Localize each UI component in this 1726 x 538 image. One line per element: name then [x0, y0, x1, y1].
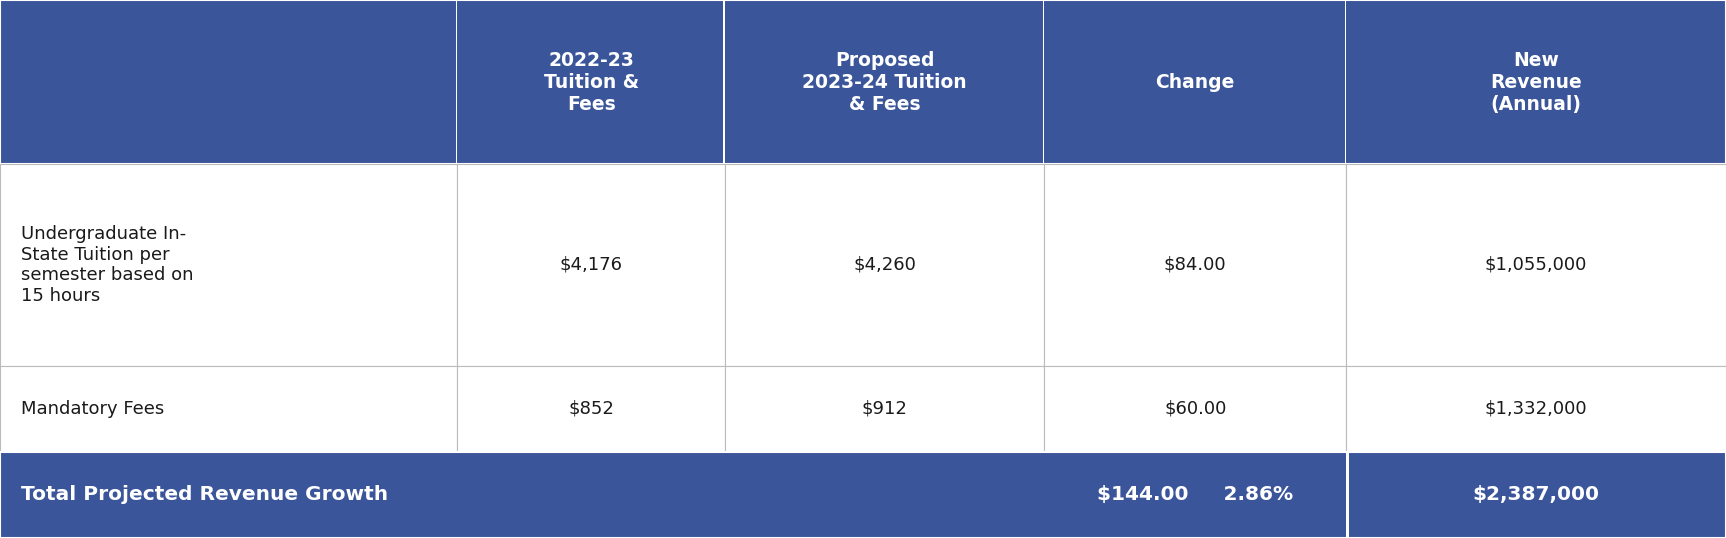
Bar: [1346, 0, 1726, 164]
Bar: [0, 452, 1726, 538]
Text: Mandatory Fees: Mandatory Fees: [21, 400, 164, 418]
Bar: [1346, 366, 1726, 452]
Bar: [1043, 0, 1044, 164]
Text: $1,055,000: $1,055,000: [1484, 256, 1588, 274]
Text: $2,387,000: $2,387,000: [1472, 485, 1600, 505]
Bar: [457, 164, 725, 366]
Text: $912: $912: [861, 400, 908, 418]
Text: New
Revenue
(Annual): New Revenue (Annual): [1490, 51, 1583, 114]
Bar: [1346, 452, 1350, 538]
Bar: [725, 0, 1044, 164]
Bar: [457, 0, 725, 164]
Bar: [457, 366, 725, 452]
Text: $4,260: $4,260: [853, 256, 917, 274]
Bar: [0, 0, 1726, 164]
Text: Total Projected Revenue Growth: Total Projected Revenue Growth: [21, 485, 388, 505]
Bar: [725, 164, 1044, 366]
Text: $84.00: $84.00: [1163, 256, 1227, 274]
Bar: [1345, 0, 1346, 164]
Text: $852: $852: [568, 400, 614, 418]
Bar: [456, 0, 457, 164]
Text: $1,332,000: $1,332,000: [1484, 400, 1588, 418]
Text: $60.00: $60.00: [1163, 400, 1227, 418]
Bar: [725, 366, 1044, 452]
Bar: [1044, 0, 1346, 164]
Text: Change: Change: [1156, 73, 1234, 91]
Bar: [1044, 164, 1346, 366]
Bar: [1044, 366, 1346, 452]
Text: 2022-23
Tuition &
Fees: 2022-23 Tuition & Fees: [544, 51, 639, 114]
Text: Proposed
2023-24 Tuition
& Fees: Proposed 2023-24 Tuition & Fees: [803, 51, 967, 114]
Bar: [1346, 164, 1726, 366]
Bar: [0, 452, 1726, 538]
Bar: [723, 0, 725, 164]
Text: $4,176: $4,176: [559, 256, 623, 274]
Bar: [0, 366, 457, 452]
Bar: [0, 164, 457, 366]
Text: Undergraduate In-
State Tuition per
semester based on
15 hours: Undergraduate In- State Tuition per seme…: [21, 225, 193, 305]
Bar: [0, 0, 457, 164]
Text: $144.00     2.86%: $144.00 2.86%: [1098, 485, 1293, 505]
